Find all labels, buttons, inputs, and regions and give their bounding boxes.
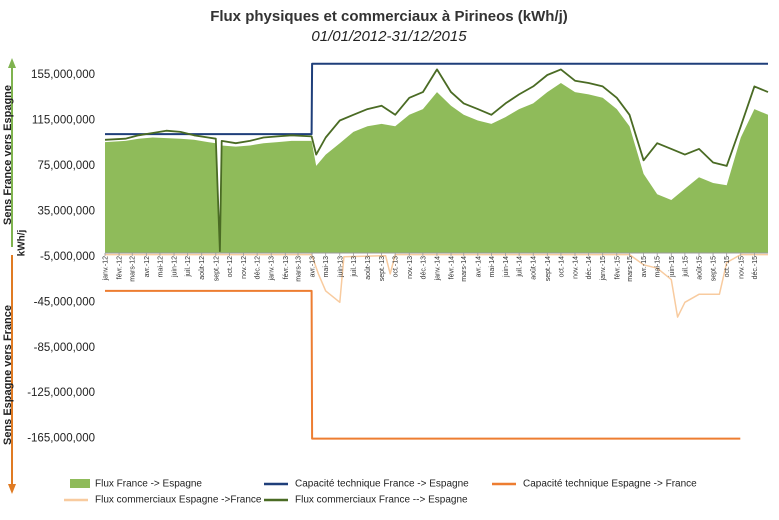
x-tick-label: janv.-12 — [103, 256, 110, 281]
x-tick-label: juin-15 — [669, 256, 676, 278]
legend-flux-commerciaux-france-espagne: Flux commerciaux France --> Espagne — [264, 495, 468, 506]
x-tick-label: mars-14 — [461, 256, 468, 282]
x-tick-label: juil.-14 — [517, 256, 524, 278]
legend: Flux France -> Espagne Capacité technique… — [64, 479, 697, 506]
x-tick-label: févr.-13 — [283, 256, 290, 279]
legend-capacite-france-espagne: Capacité technique France -> Espagne — [264, 479, 469, 490]
legend-swatch — [70, 479, 90, 488]
direction-arrows — [8, 58, 16, 494]
x-tick-label: avr.-14 — [475, 256, 482, 278]
x-tick-label: déc.-14 — [586, 256, 593, 279]
x-tick-label: mai-12 — [157, 256, 164, 278]
x-tick-label: mai-13 — [323, 256, 330, 278]
legend-capacite-espagne-france: Capacité technique Espagne -> France — [492, 479, 697, 490]
x-tick-label: mai-15 — [655, 256, 662, 278]
x-tick-label: mars-12 — [130, 256, 137, 282]
x-tick-label: nov.-12 — [241, 256, 248, 279]
series-flux-commerciaux-france-espagne — [104, 68, 769, 253]
x-axis: janv.-12 févr.-12 mars-12 avr.-12 mai-12 juin… — [103, 252, 768, 282]
x-tick-label: juil.-12 — [185, 256, 192, 278]
legend-label: Capacité technique Espagne -> France — [523, 479, 697, 490]
y-tick-label: 115,000,000 — [32, 115, 95, 127]
x-tick-label: mars-13 — [296, 256, 303, 282]
x-tick-label: oct.-15 — [724, 256, 731, 278]
series-capacite-france-espagne — [105, 62, 768, 136]
legend-label: Flux commerciaux Espagne ->France — [95, 495, 262, 506]
x-tick-label: sept.-15 — [711, 256, 718, 281]
x-tick-label: févr.-14 — [449, 256, 456, 279]
series-flux-france-espagne-area — [105, 83, 768, 255]
y-tick-label: 75,000,000 — [37, 160, 95, 172]
chart-subtitle: 01/01/2012-31/12/2015 — [311, 28, 467, 45]
y-tick-label: -5,000,000 — [40, 251, 95, 263]
x-tick-label: août-12 — [199, 256, 206, 280]
x-tick-label: févr.-12 — [117, 256, 124, 279]
legend-label: Flux France -> Espagne — [95, 479, 202, 490]
x-tick-label: déc.-12 — [255, 256, 262, 279]
y-tick-label: 155,000,000 — [31, 69, 95, 81]
down-arrow-head — [8, 484, 16, 494]
x-tick-label: janv.-15 — [600, 256, 607, 281]
legend-label: Capacité technique France -> Espagne — [295, 479, 469, 490]
x-tick-label: oct.-12 — [227, 256, 234, 278]
x-tick-label: juil.-15 — [682, 256, 689, 278]
x-tick-label: avr.-12 — [144, 256, 151, 278]
x-tick-label: nov.-15 — [738, 256, 745, 279]
y-unit-label: kWh/j — [17, 229, 28, 256]
series-capacite-espagne-france — [105, 289, 741, 440]
label-france-to-spain: Sens France vers Espagne — [2, 85, 14, 225]
x-tick-label: janv.-14 — [435, 256, 442, 281]
label-spain-to-france: Sens Espagne vers France — [2, 305, 14, 445]
y-tick-label: -165,000,000 — [27, 433, 95, 445]
x-tick-label: juin-14 — [503, 256, 510, 278]
plot-area — [104, 62, 769, 440]
legend-flux-france-espagne: Flux France -> Espagne — [70, 479, 202, 490]
x-tick-label: oct.-14 — [558, 256, 565, 278]
x-tick-label: août-14 — [531, 256, 538, 280]
y-tick-label: 35,000,000 — [37, 205, 95, 217]
x-tick-label: nov.-13 — [407, 256, 414, 279]
legend-flux-commerciaux-espagne-france: Flux commerciaux Espagne ->France — [64, 495, 262, 506]
y-tick-label: -45,000,000 — [34, 296, 95, 308]
x-tick-label: sept.-13 — [379, 256, 386, 281]
x-tick-label: avr.-15 — [641, 256, 648, 278]
y-axis: 155,000,000 115,000,000 75,000,000 35,000,0… — [27, 69, 95, 445]
up-arrow-head — [8, 58, 16, 68]
x-tick-label: janv.-13 — [269, 256, 276, 281]
x-tick-label: févr.-15 — [614, 256, 621, 279]
legend-label: Flux commerciaux France --> Espagne — [295, 495, 468, 506]
x-tick-label: sept.-14 — [545, 256, 552, 281]
x-tick-label: juin-12 — [172, 256, 179, 278]
x-tick-label: oct.-13 — [393, 256, 400, 278]
x-tick-label: août-15 — [697, 256, 704, 280]
x-tick-label: juil.-13 — [351, 256, 358, 278]
x-tick-label: nov.-14 — [573, 256, 580, 279]
y-tick-label: -85,000,000 — [34, 342, 95, 354]
x-tick-label: juin-13 — [337, 256, 344, 278]
x-tick-label: mai-14 — [489, 256, 496, 278]
x-tick-label: mars-15 — [627, 256, 634, 282]
x-tick-label: déc.-13 — [420, 256, 427, 279]
x-tick-label: avr.-13 — [310, 256, 317, 278]
x-tick-label: déc.-15 — [752, 256, 759, 279]
x-tick-label: sept.-12 — [213, 256, 220, 281]
y-tick-label: -125,000,000 — [27, 387, 95, 399]
chart-title: Flux physiques et commerciaux à Pirineos… — [210, 8, 568, 25]
x-tick-label: août-13 — [365, 256, 372, 280]
series-flux-commerciaux-espagne-france — [105, 253, 768, 318]
